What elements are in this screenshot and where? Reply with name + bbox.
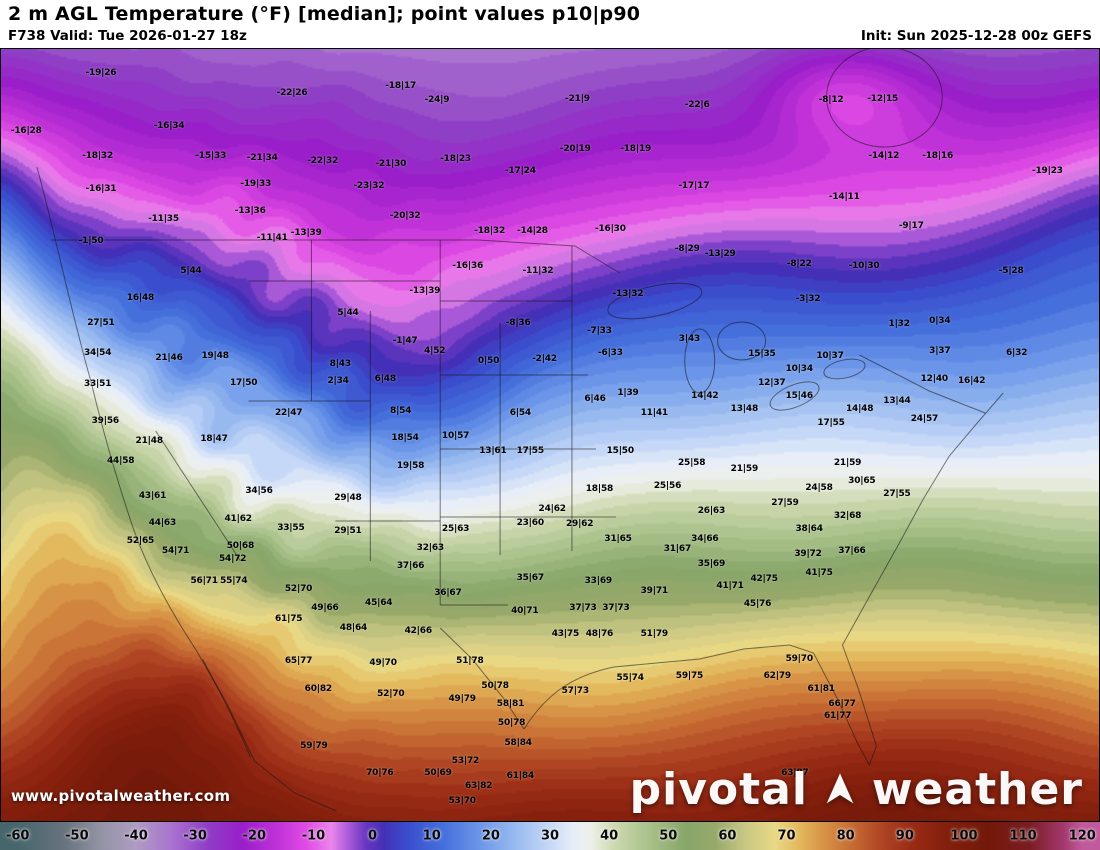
state-border — [155, 430, 241, 562]
temperature-field-canvas — [1, 49, 1099, 821]
lake-superior — [607, 282, 703, 320]
florida-coastline — [789, 644, 877, 767]
brand-watermark: pivotal weather — [630, 764, 1083, 815]
colorbar-tick: -50 — [65, 828, 89, 844]
lake-erie — [769, 381, 820, 411]
gulf-of-california — [202, 658, 251, 758]
atlantic-coastline — [842, 392, 1004, 646]
colorbar-tick: 20 — [481, 828, 500, 844]
colorbar-tick: 80 — [836, 828, 855, 844]
colorbar: -60 -50 -40 -30 -20 -10 0 10 20 30 40 50 60 70 80 90 100… — [0, 822, 1100, 850]
geography-borders-overlay — [36, 49, 1004, 812]
temperature-map[interactable]: -19|26 -22|26 -18|17 -24|9 -21|9 -22|6 -8|12 -1… — [0, 48, 1100, 822]
map-title: 2 m AGL Temperature (°F) [median]; point… — [8, 3, 641, 25]
colorbar-tick: -20 — [242, 828, 267, 844]
pivotal-weather-logo — [826, 772, 854, 803]
colorbar-tick: 100 — [950, 828, 978, 844]
site-watermark: www.pivotalweather.com — [11, 787, 231, 805]
brand-word-pivotal: pivotal — [629, 764, 808, 815]
rio-grande-border — [439, 627, 525, 730]
hudson-bay — [826, 49, 943, 148]
lake-huron — [717, 321, 767, 361]
colorbar-tick: 70 — [777, 828, 796, 844]
header: 2 m AGL Temperature (°F) [median]; point… — [0, 0, 1100, 48]
colorbar-tick: 0 — [368, 828, 378, 844]
colorbar-tick: 90 — [895, 828, 914, 844]
brand-word-weather: weather — [871, 764, 1083, 815]
colorbar-tick: -40 — [124, 828, 148, 844]
lake-ontario — [823, 358, 866, 380]
colorbar-tick: 50 — [659, 828, 678, 844]
gulf-coast — [613, 644, 790, 668]
colorbar-tick: -30 — [183, 828, 207, 844]
us-canada-border — [50, 239, 621, 274]
colorbar-tick: -60 — [5, 828, 30, 844]
colorbar-tick: -10 — [301, 828, 326, 844]
init-time-label: Init: Sun 2025-12-28 00z GEFS — [860, 28, 1092, 44]
valid-time-label: F738 Valid: Tue 2026-01-27 18z — [8, 28, 247, 44]
lake-michigan — [684, 328, 716, 394]
colorbar-tick: 40 — [600, 828, 619, 844]
st-lawrence — [859, 354, 986, 414]
colorbar-tick: 30 — [540, 828, 560, 844]
colorbar-tick: 120 — [1068, 828, 1096, 844]
pacific-coastline — [36, 166, 337, 812]
colorbar-tick: 10 — [422, 828, 441, 844]
texas-coast — [523, 666, 614, 730]
colorbar-tick: 110 — [1009, 828, 1037, 844]
colorbar-tick: 60 — [718, 828, 737, 844]
